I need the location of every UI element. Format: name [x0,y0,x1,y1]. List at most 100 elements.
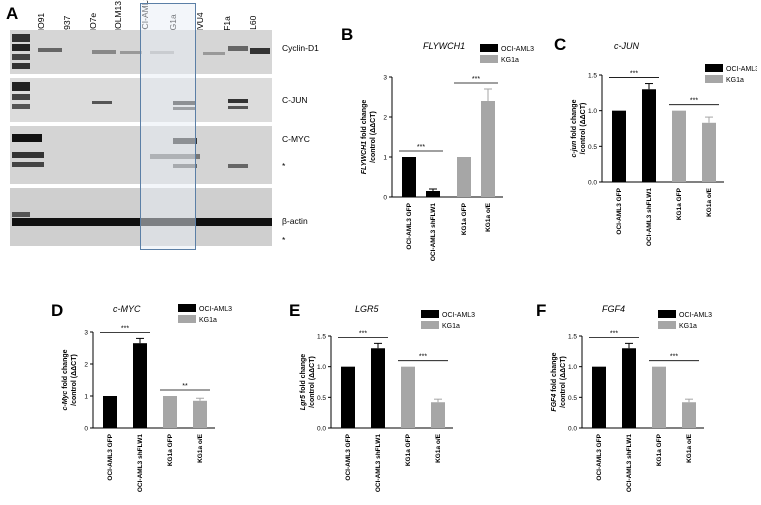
blot-label-c-myc: C-MYC [282,134,310,144]
blot-label-cyclin-d1: Cyclin-D1 [282,43,319,53]
blot-cyclin-d1-bands [12,34,270,69]
legend-swatch-1 [421,310,439,318]
legend-swatch-1 [705,64,723,72]
y-tick-label: 0.5 [568,395,577,402]
y-axis-label-line2: /control (ΔΔCT) [580,103,587,155]
chart-b: B FLYWCH1 0 1 2 3 FLYWCH1 fold change/control … [341,25,534,262]
legend-label-1: OCI-AML3 [442,312,475,319]
category-label: KG1a o/E [706,187,713,217]
bar-3 [163,396,177,428]
significance-label: *** [359,330,367,337]
bar-1 [341,366,355,428]
bar-2 [622,348,636,428]
bar-2 [133,343,147,428]
bar-3 [652,366,666,428]
significance-label: *** [121,325,129,332]
chart-title: LGR5 [355,304,380,314]
legend-swatch-2 [705,75,723,83]
panel-letter-b: B [341,25,353,44]
chart-title: FGF4 [602,304,625,314]
legend-swatch-1 [658,310,676,318]
panel-letter-e: E [289,301,300,320]
y-axis-label-line2: /control (ΔΔCT) [560,356,567,408]
y-tick-label: 0.5 [588,144,597,151]
category-label: KG1a GFP [167,433,174,466]
y-axis-label: FGF4 fold change [551,352,558,411]
significance-label: *** [472,76,480,83]
y-tick-label: 1.0 [568,364,577,371]
blot-label-beta-actin: β-actin [282,216,308,226]
chart-e: E LGR5 0.0 0.5 1.0 1.5 Lgr5 fold change/contro… [289,301,475,492]
bar-1 [612,110,626,182]
legend-swatch-2 [480,55,498,63]
chart-title: c-JUN [614,41,639,51]
panel-letter-a: A [6,4,19,23]
legend-label-2: KG1a [679,323,697,330]
legend-label-2: KG1a [442,323,460,330]
chart-title: c-MYC [113,304,141,314]
category-label: KG1a o/E [686,433,693,463]
y-tick-label: 1 [84,394,88,401]
panel-letter-d: D [51,301,63,320]
asterisk-beta-actin: * [282,235,286,245]
legend-swatch-2 [178,315,196,323]
legend-label-1: OCI-AML3 [726,66,757,73]
y-tick-label: 1.0 [317,364,326,371]
bar-4 [682,402,696,428]
y-tick-label: 0.0 [317,426,326,433]
category-label: OCI-AML3 GFP [616,187,623,234]
category-label: OCI-AML3 shFLW1 [626,434,633,493]
category-label: OCI-AML3 GFP [345,433,352,480]
asterisk-c-myc: * [282,161,286,171]
category-label: KG1a o/E [485,202,492,232]
panel-letter-c: C [554,35,566,54]
y-tick-label: 1 [383,155,387,162]
bar-3 [672,110,686,182]
significance-label: *** [417,144,425,151]
bar-2 [642,89,656,182]
legend-label-1: OCI-AML3 [501,46,534,53]
category-label: OCI-AML3 shFLW1 [430,203,437,262]
bar-1 [592,366,606,428]
category-label: OCI-AML3 GFP [107,433,114,480]
y-tick-label: 0.5 [317,395,326,402]
category-label: OCI-AML3 shFLW1 [646,188,653,247]
y-tick-label: 3 [383,75,387,82]
bar-1 [402,157,416,197]
significance-label: *** [630,71,638,78]
legend-label-2: KG1a [501,57,519,64]
y-tick-label: 0 [84,426,88,433]
y-tick-label: 0 [383,195,387,202]
category-label: KG1a GFP [676,187,683,220]
category-label: KG1a GFP [461,202,468,235]
y-axis-label: FLYWCH1 fold change [361,100,368,175]
significance-label: *** [419,354,427,361]
y-tick-label: 0.0 [588,180,597,187]
y-tick-label: 2 [383,115,387,122]
highlight-box [140,3,196,250]
category-label: KG1a GFP [656,433,663,466]
significance-label: *** [610,330,618,337]
legend-label-2: KG1a [726,77,744,84]
y-axis-label-line2: /control (ΔΔCT) [71,354,78,406]
y-tick-label: 3 [84,330,88,337]
bar-4 [193,400,207,428]
significance-label: ** [182,383,188,390]
blot-label-c-jun: C-JUN [282,95,308,105]
category-label: KG1a o/E [435,433,442,463]
legend-label-1: OCI-AML3 [199,306,232,313]
bar-3 [457,157,471,197]
significance-label: *** [690,98,698,105]
y-tick-label: 1.5 [588,73,597,80]
bar-3 [401,366,415,428]
bar-1 [103,396,117,428]
bar-2 [426,191,440,197]
bar-4 [431,402,445,428]
chart-f: F FGF4 0.0 0.5 1.0 1.5 FGF4 fold change/contro… [536,301,712,493]
legend-label-2: KG1a [199,317,217,324]
category-label: KG1a GFP [405,433,412,466]
y-axis-label-line2: /control (ΔΔCT) [370,111,377,163]
category-label: KG1a o/E [197,433,204,463]
